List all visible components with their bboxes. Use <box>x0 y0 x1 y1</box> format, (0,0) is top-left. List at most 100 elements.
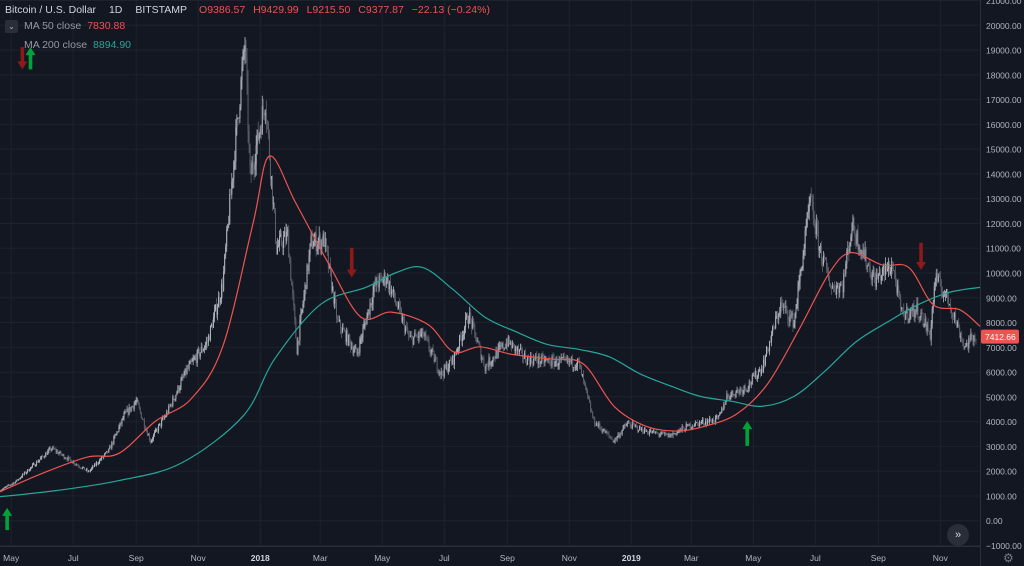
candle-body <box>952 313 954 318</box>
candle-body <box>142 419 144 421</box>
candle-body <box>405 327 407 332</box>
scroll-to-realtime-button[interactable]: » <box>947 524 969 546</box>
candle-body <box>501 343 503 347</box>
candle-body <box>172 397 174 406</box>
candle-body <box>829 280 831 287</box>
open-value: O9386.57 <box>199 4 246 16</box>
candle-body <box>625 425 627 427</box>
candle-body <box>348 334 350 346</box>
candle-body <box>174 399 176 400</box>
candle-body <box>186 367 188 374</box>
candle-body <box>933 286 935 303</box>
candle-body <box>973 335 975 341</box>
candle-body <box>953 317 955 318</box>
candle-body <box>353 350 355 354</box>
candle-body <box>546 359 548 361</box>
candle-body <box>635 425 637 426</box>
candle-body <box>209 325 211 341</box>
candle-body <box>613 441 615 443</box>
candle-body <box>45 452 47 457</box>
candle-body <box>967 342 969 349</box>
candle-body <box>288 229 290 258</box>
candle-body <box>822 255 824 265</box>
candle-body <box>739 388 741 394</box>
candle-body <box>533 358 535 365</box>
candle-body <box>304 284 306 295</box>
candle-body <box>308 254 310 271</box>
candle-body <box>132 406 134 409</box>
candle-body <box>109 446 111 449</box>
candle-body <box>123 413 125 419</box>
candle-body <box>444 365 446 369</box>
candle-body <box>870 276 872 280</box>
candle-body <box>749 381 751 385</box>
candle-body <box>868 263 870 267</box>
candle-body <box>346 330 348 342</box>
candle-body <box>388 281 390 290</box>
candle-body <box>18 478 20 480</box>
candle-body <box>915 309 917 312</box>
candle-body <box>770 341 772 342</box>
candle-body <box>673 433 675 435</box>
candle-body <box>416 335 418 337</box>
candle-body <box>110 446 112 449</box>
candle-body <box>111 442 113 449</box>
candle-body <box>510 342 512 349</box>
candle-body <box>700 421 702 424</box>
candle-body <box>448 359 450 369</box>
candle-body <box>386 277 388 282</box>
candle-body <box>910 309 912 315</box>
candle-body <box>848 249 850 253</box>
candle-body <box>863 250 865 259</box>
candle-body <box>593 417 595 419</box>
candle-body <box>190 360 192 362</box>
candle-body <box>179 387 181 391</box>
candle-body <box>254 164 256 170</box>
ma200-label[interactable]: MA 200 close <box>24 39 88 51</box>
candle-body <box>140 412 142 419</box>
candle-body <box>857 230 859 250</box>
candle-body <box>271 176 273 204</box>
candle-body <box>191 360 193 362</box>
candle-body <box>763 359 765 365</box>
candle-body <box>871 274 873 280</box>
candle-body <box>19 477 21 479</box>
candle-body <box>206 341 208 343</box>
candle-body <box>916 303 918 312</box>
candle-body <box>606 431 608 434</box>
ma50-label[interactable]: MA 50 close <box>24 20 82 32</box>
candle-body <box>690 427 692 429</box>
candle-body <box>4 487 6 488</box>
symbol-title[interactable]: Bitcoin / U.S. Dollar 1D BITSTAMP <box>5 3 187 18</box>
candle-body <box>666 433 668 435</box>
candle-body <box>143 420 145 428</box>
candle-body <box>954 313 956 318</box>
candle-body <box>612 439 614 442</box>
candle-body <box>537 361 539 364</box>
candle-body <box>733 394 735 396</box>
candle-body <box>6 485 8 487</box>
candle-body <box>161 420 163 427</box>
candle-body <box>403 317 405 320</box>
candle-body <box>825 259 827 270</box>
candle-body <box>862 250 864 254</box>
candle-body <box>476 341 478 343</box>
candle-body <box>660 434 662 436</box>
candle-body <box>67 457 69 461</box>
candle-body <box>754 370 756 377</box>
candle-body <box>149 440 151 443</box>
candle-body <box>542 355 544 356</box>
candle-body <box>966 342 968 347</box>
candle-body <box>769 341 771 351</box>
candle-body <box>945 289 947 293</box>
candle-body <box>261 106 263 135</box>
candle-body <box>889 264 891 274</box>
candle-body <box>735 391 737 397</box>
gear-icon[interactable]: ⚙ <box>1003 551 1014 565</box>
collapse-legend-button[interactable]: ⌄ <box>5 20 18 33</box>
x-tick-label: Jul <box>439 553 450 563</box>
candle-body <box>740 388 742 390</box>
candle-body <box>347 330 349 346</box>
